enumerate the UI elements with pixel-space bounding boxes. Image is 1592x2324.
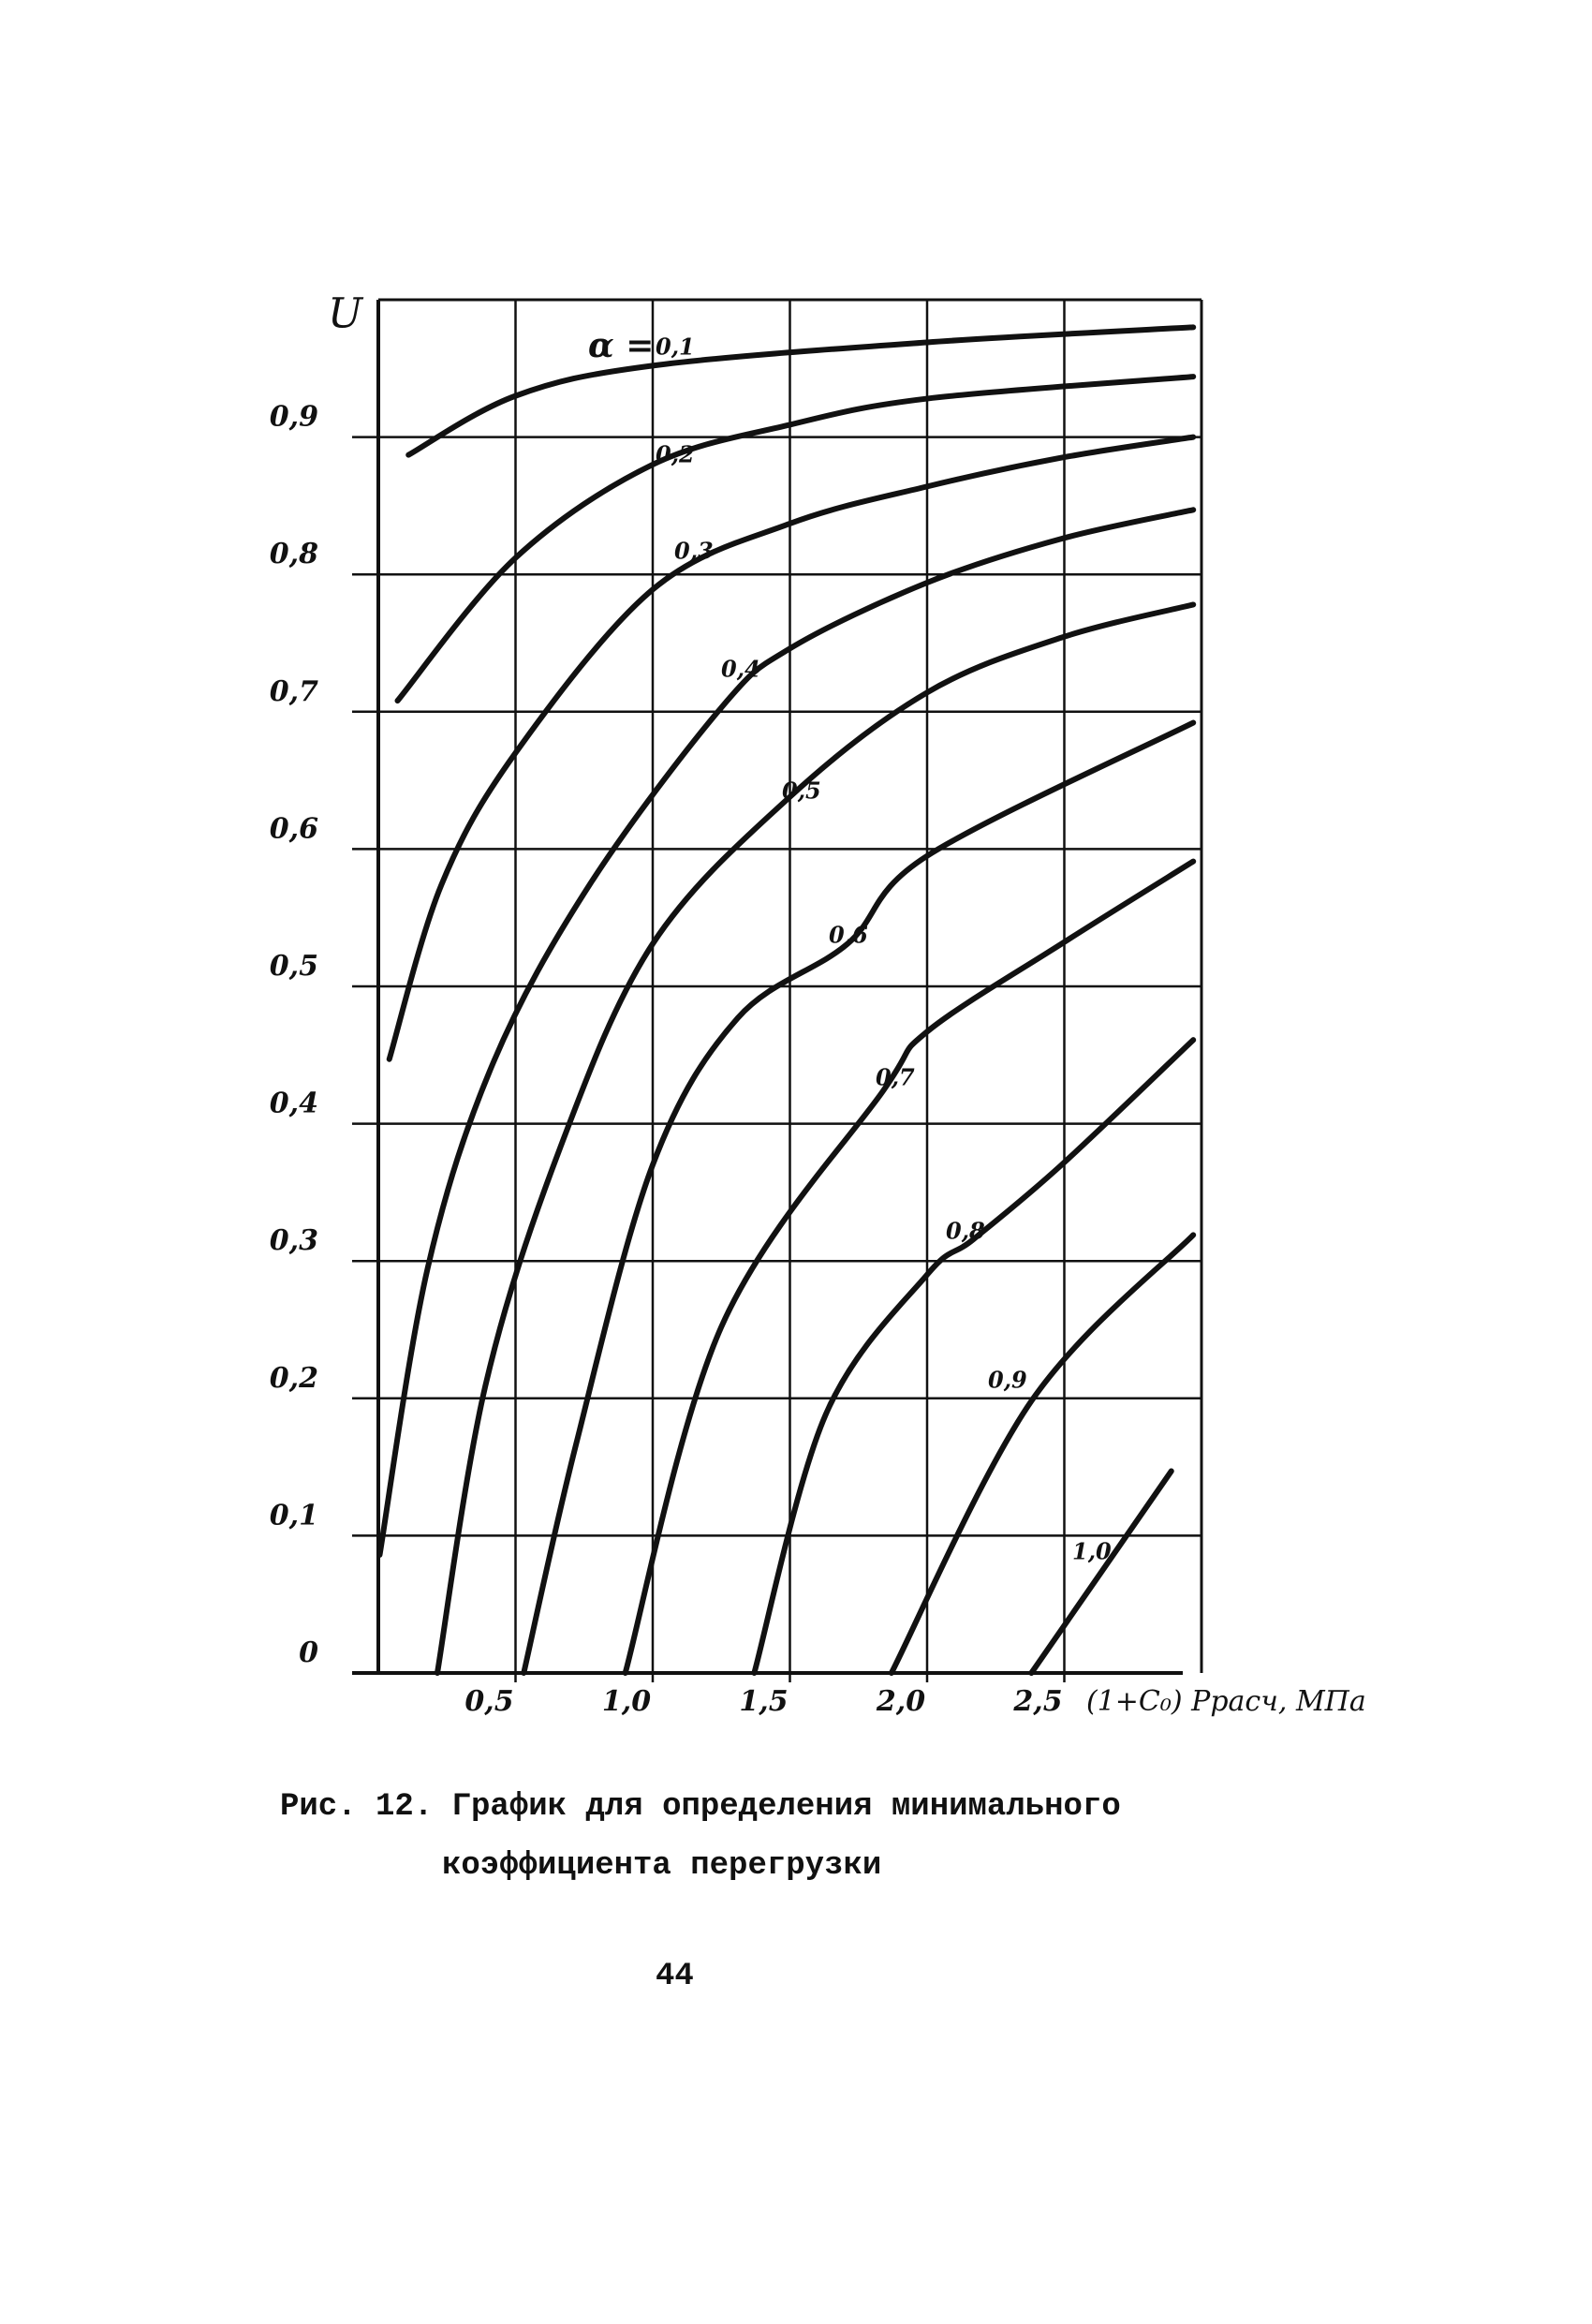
caption: коэффициента перегрузки [442,1848,881,1884]
y-tick-label: 0,6 [270,812,318,845]
curve [376,507,1197,1558]
y-tick-label: 0,3 [270,1224,318,1257]
curve [888,1232,1197,1676]
curve-label: 0,3 [674,538,714,565]
curve-label: 1,0 [1072,1538,1112,1565]
curve [622,858,1197,1676]
x-tick-label: 2,0 [876,1685,925,1718]
curve-label: 0,2 [656,441,695,468]
y-tick-label: 0,4 [270,1088,318,1120]
x-tick-label: 1,5 [739,1685,788,1718]
y-tick-label: 0,7 [270,675,318,708]
page-number: 44 [656,1959,694,1994]
curve-label: 0,8 [946,1218,985,1245]
curve-label: 0,1 [656,333,695,361]
caption: Рис. 12. График для определения минималь… [280,1789,1121,1825]
x-tick-label: 1,0 [602,1685,651,1718]
curve-label-prefix: α = [588,326,654,365]
x-tick-label: 2,5 [1012,1685,1062,1718]
y-axis-label: U [328,290,364,338]
curve-label: 0,4 [721,656,760,683]
y-tick-label: 0,2 [270,1362,318,1395]
curve [751,1037,1197,1676]
curve [386,434,1197,1062]
curve-label: 0,9 [988,1367,1027,1394]
curve-label: 0,7 [876,1064,915,1091]
x-tick-label: 0,5 [464,1685,513,1718]
curve [405,324,1197,458]
y-tick-label: 0,8 [270,538,318,570]
y-tick-label: 0,9 [270,401,318,434]
y-tick-label: 0 [299,1636,318,1669]
y-tick-label: 0,5 [270,950,318,983]
curve [434,601,1197,1676]
curve-label: 0,6 [829,922,868,949]
curve [394,374,1197,704]
curve [521,719,1197,1676]
x-axis-label: (1+C₀) Pрасч, МПа [1086,1685,1366,1718]
curve [1028,1468,1174,1676]
curve-label: 0,5 [782,777,821,805]
y-tick-label: 0,1 [270,1499,318,1532]
